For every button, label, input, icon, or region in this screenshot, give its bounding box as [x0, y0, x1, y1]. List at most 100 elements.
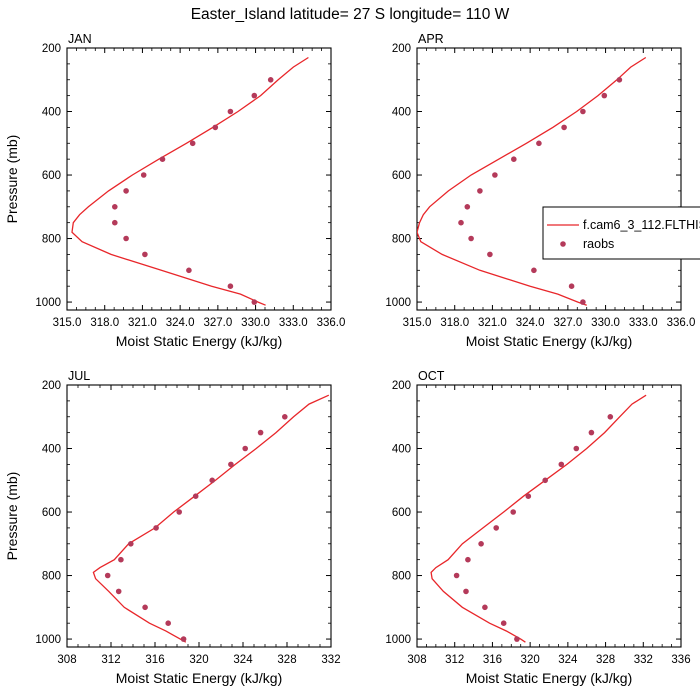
- legend: f.cam6_3_112.FLTHIST_v0a.ne30.dcs_non-og…: [542, 206, 700, 260]
- y-tick-label: 800: [42, 571, 61, 583]
- y-tick-label: 400: [392, 444, 411, 456]
- y-axis-label: Pressure (mb): [4, 472, 20, 561]
- obs-point: [510, 509, 516, 515]
- x-axis-label: Moist Static Energy (kJ/kg): [116, 333, 283, 349]
- obs-point: [176, 509, 182, 515]
- y-tick-label: 200: [392, 380, 411, 392]
- obs-point: [601, 92, 608, 99]
- x-tick-label: 316: [483, 654, 502, 666]
- legend-obs-swatch: [560, 241, 566, 247]
- obs-point: [267, 77, 274, 83]
- plot-area: [92, 394, 330, 643]
- obs-point: [189, 140, 196, 147]
- panels: 315.0 318.0 321.0 324.0 327.0 330.0 333.0 336.0…: [4, 32, 695, 686]
- obs-point: [142, 251, 148, 258]
- figure-title: Easter_Island latitude= 27 S longitude= …: [191, 6, 510, 23]
- x-tick-label: 327.0: [553, 317, 582, 329]
- x-tick-label: 308: [407, 654, 426, 666]
- obs-point: [228, 461, 234, 468]
- obs-point: [159, 156, 166, 162]
- x-tick-label: 330.0: [591, 317, 620, 329]
- panel-label: APR: [418, 32, 444, 46]
- obs-point: [514, 636, 520, 642]
- obs-point: [180, 636, 187, 642]
- x-tick-label: 333.0: [279, 317, 308, 329]
- y-tick-label: 600: [392, 170, 411, 182]
- x-tick-label: 312: [445, 654, 464, 666]
- x-tick-label: 324.0: [166, 317, 195, 329]
- panel-label: JUL: [68, 369, 90, 383]
- obs-point: [128, 541, 134, 547]
- x-tick-label: 315.0: [403, 317, 432, 329]
- obs-point: [464, 204, 471, 210]
- obs-point: [227, 283, 234, 290]
- obs-point: [153, 525, 159, 531]
- obs-point: [112, 219, 118, 226]
- x-tick-label: 320: [189, 654, 208, 666]
- x-tick-label: 315.0: [53, 317, 82, 329]
- obs-point: [192, 493, 199, 500]
- x-tick-label: 324.0: [516, 317, 545, 329]
- obs-point: [482, 604, 488, 611]
- y-tick-label: 400: [42, 444, 61, 456]
- obs-point: [568, 283, 575, 290]
- y-tick-label: 600: [392, 507, 411, 519]
- obs-point: [468, 235, 474, 242]
- x-tick-label: 336: [671, 654, 690, 666]
- obs-point: [465, 556, 471, 563]
- plot-frame: [66, 47, 332, 311]
- model-profile-line: [92, 394, 330, 643]
- obs-point: [186, 267, 192, 274]
- x-tick-label: 333.0: [629, 317, 658, 329]
- panel-label: JAN: [68, 32, 92, 46]
- x-tick-label: 327.0: [203, 317, 232, 329]
- y-tick-label: 600: [42, 507, 61, 519]
- obs-point: [500, 620, 507, 626]
- x-tick-label: 318.0: [440, 317, 469, 329]
- y-axis-label: Pressure (mb): [4, 135, 20, 224]
- obs-point: [453, 572, 460, 579]
- obs-point: [212, 124, 219, 131]
- y-tick-label: 400: [392, 107, 411, 119]
- x-tick-label: 336.0: [667, 317, 696, 329]
- obs-point: [112, 204, 118, 210]
- y-tick-label: 800: [392, 571, 411, 583]
- plot-area: [71, 56, 309, 306]
- obs-point: [477, 188, 483, 194]
- panel-apr: 315.0 318.0 321.0 324.0 327.0 330.0 333.0 336.0…: [385, 32, 695, 349]
- obs-point: [463, 588, 469, 595]
- x-tick-label: 321.0: [478, 317, 507, 329]
- obs-point: [511, 156, 517, 162]
- obs-point: [525, 493, 532, 500]
- x-axis-label: Moist Static Energy (kJ/kg): [466, 333, 633, 349]
- x-tick-label: 328: [596, 654, 615, 666]
- obs-point: [492, 172, 498, 178]
- obs-point: [478, 541, 484, 547]
- obs-point: [251, 92, 258, 99]
- x-tick-label: 318.0: [90, 317, 119, 329]
- obs-point: [531, 267, 537, 274]
- x-tick-label: 328: [277, 654, 296, 666]
- obs-point: [123, 235, 129, 242]
- legend-obs-label: raobs: [583, 237, 614, 251]
- x-tick-label: 321.0: [128, 317, 157, 329]
- y-tick-label: 800: [42, 234, 61, 246]
- x-tick-label: 324: [558, 654, 578, 666]
- obs-point: [142, 604, 148, 611]
- x-tick-label: 320: [521, 654, 540, 666]
- obs-point: [282, 414, 288, 420]
- plot-frame: [416, 384, 682, 648]
- obs-point: [242, 445, 248, 452]
- obs-point: [123, 188, 129, 194]
- x-tick-label: 330.0: [241, 317, 270, 329]
- y-tick-label: 1000: [35, 634, 61, 646]
- obs-point: [558, 461, 565, 468]
- plot-frame: [416, 47, 682, 311]
- x-tick-label: 312: [101, 654, 120, 666]
- x-axis-label: Moist Static Energy (kJ/kg): [466, 670, 633, 686]
- y-tick-label: 600: [42, 170, 61, 182]
- obs-point: [616, 77, 623, 83]
- plot-area: [417, 56, 647, 306]
- obs-point: [104, 572, 111, 579]
